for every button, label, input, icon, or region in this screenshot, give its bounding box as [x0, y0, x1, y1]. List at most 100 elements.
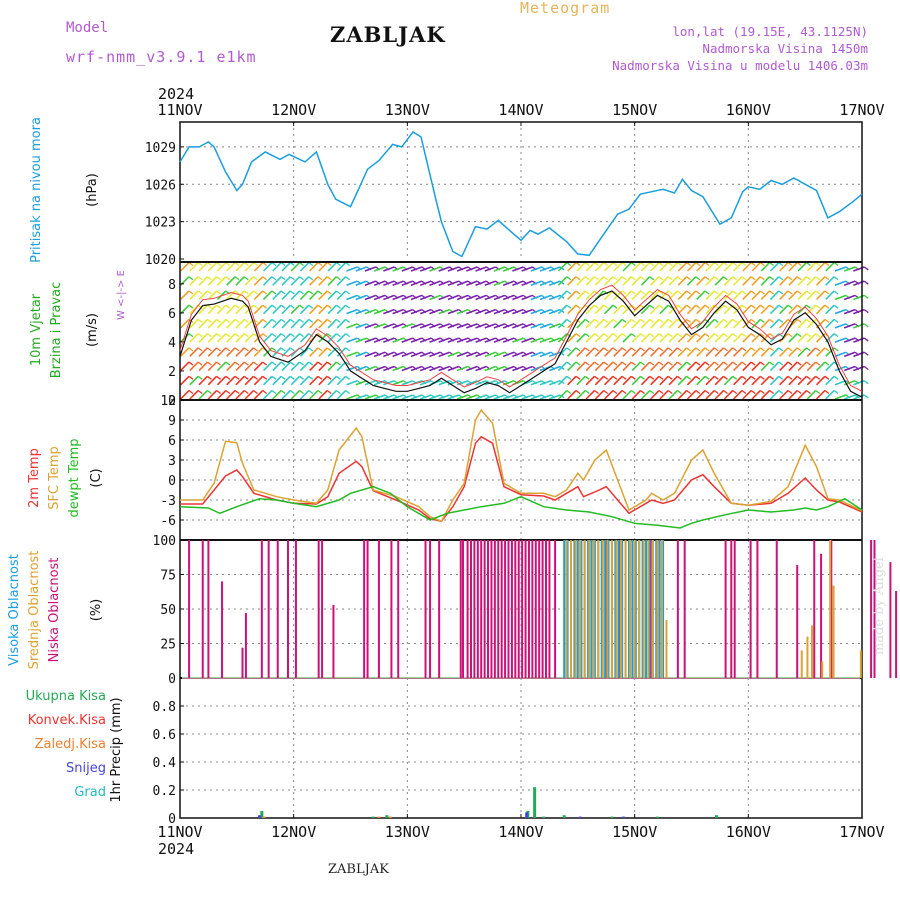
- wind-barb-flag: [207, 304, 212, 309]
- wind-barb: [797, 290, 808, 301]
- precip-legend-item: Snijeg: [66, 761, 106, 776]
- wind-barb-flag: [345, 318, 351, 323]
- wind-barb: [493, 280, 506, 286]
- wind-barb: [180, 333, 190, 343]
- wind-barb-flag: [216, 261, 221, 267]
- wind-barb: [806, 347, 817, 357]
- wind-barb-flag: [759, 290, 765, 295]
- wind-barb: [815, 361, 826, 372]
- coords-label: lon,lat (19.15E, 43.1125N): [672, 24, 868, 39]
- wind-barb: [815, 290, 826, 301]
- wind-barb: [244, 276, 255, 286]
- t2m-axis-title: 2m Temp: [27, 448, 42, 508]
- wind-barb: [512, 394, 524, 400]
- wind-barb-flag: [769, 389, 774, 395]
- wind-barb-flag: [216, 290, 221, 295]
- wind-barb-flag: [326, 347, 332, 352]
- wind-barb: [650, 290, 660, 301]
- wind-barb: [272, 333, 282, 343]
- wind-barb: [189, 261, 199, 272]
- wind-barb: [198, 347, 208, 357]
- wind-barb-flag: [308, 304, 314, 309]
- wind-barb: [475, 337, 487, 343]
- wind-barb: [696, 290, 706, 301]
- wind-barb: [594, 276, 605, 286]
- wind-barb: [262, 389, 273, 400]
- wind-barb: [262, 361, 273, 372]
- wind-barb-flag: [732, 290, 738, 295]
- wind-barb: [622, 318, 632, 329]
- wind-barb: [373, 266, 386, 272]
- wind-barb: [686, 276, 697, 286]
- wind-barb-flag: [704, 276, 710, 281]
- wind-barb: [567, 333, 577, 343]
- wind-barb-flag: [815, 290, 821, 295]
- wind-barb: [521, 394, 533, 400]
- wind-barb: [290, 375, 301, 386]
- wind-barb-flag: [741, 261, 747, 267]
- wind-barb-flag: [806, 276, 811, 281]
- wind-barb-flag: [815, 389, 821, 395]
- wind-barb: [640, 375, 651, 386]
- wind-barb-flag: [612, 304, 618, 309]
- wind-barb: [272, 304, 282, 315]
- wind-barb: [631, 318, 642, 329]
- wind-barb-flag: [271, 389, 277, 395]
- wind-barb-flag: [262, 276, 268, 281]
- wind-barb-flag: [603, 304, 609, 309]
- wind-barb: [705, 375, 715, 386]
- wind-barb: [548, 337, 561, 343]
- wind-barb: [714, 276, 725, 286]
- wind-barb-flag: [262, 304, 268, 309]
- wind-barb: [760, 290, 771, 301]
- wind-barb: [733, 375, 743, 386]
- wind-barb: [216, 361, 227, 372]
- wind-barb: [299, 276, 310, 286]
- wind-barb: [207, 318, 218, 329]
- wind-barb-flag: [289, 347, 295, 352]
- wind-barb: [189, 318, 199, 329]
- wind-barb: [806, 375, 817, 386]
- wind-barb-flag: [566, 318, 572, 323]
- wind-barb: [253, 304, 264, 315]
- wind-barb-flag: [667, 347, 673, 352]
- wind-barb: [309, 361, 319, 372]
- wind-barb-flag: [289, 333, 295, 338]
- wind-barb-flag: [796, 304, 802, 309]
- wind-barb-flag: [216, 276, 221, 281]
- wind-barb: [686, 389, 697, 400]
- wind-barb: [723, 375, 734, 386]
- pressure-axis-unit: (hPa): [85, 173, 100, 207]
- wind-barb-flag: [863, 380, 869, 385]
- wind-barb: [180, 361, 190, 372]
- wind-barb: [346, 394, 358, 400]
- wind-barb-flag: [677, 375, 682, 380]
- wind-barb: [419, 394, 432, 400]
- wind-barb-flag: [317, 375, 323, 380]
- wind-barb: [668, 347, 678, 357]
- wind-barb-flag: [863, 309, 869, 314]
- wind-barb: [530, 337, 543, 343]
- wind-barb-flag: [326, 389, 332, 395]
- wind-barb: [281, 361, 291, 372]
- wind-barb: [613, 261, 623, 272]
- y-tick-label: 4: [168, 336, 176, 351]
- wind-barb-flag: [778, 389, 784, 395]
- wind-barb-flag: [833, 375, 839, 380]
- wind-barb: [659, 318, 669, 329]
- wind-barb-flag: [345, 375, 351, 380]
- wind-barb: [447, 308, 460, 315]
- precip_total-bar: [385, 815, 389, 818]
- wind-barb: [419, 280, 432, 286]
- wind-barb-flag: [234, 276, 240, 281]
- wind-barb: [466, 394, 478, 400]
- wind-barb: [705, 347, 715, 357]
- wind-barb-flag: [317, 361, 323, 366]
- wind-axis-unit: (m/s): [85, 313, 100, 347]
- wind-barb-flag: [686, 261, 692, 267]
- wind-barb-flag: [667, 375, 673, 380]
- wind-barb: [576, 261, 586, 272]
- wind-barb: [548, 379, 561, 386]
- wind-barb-flag: [243, 318, 249, 323]
- wind-barb: [189, 333, 199, 343]
